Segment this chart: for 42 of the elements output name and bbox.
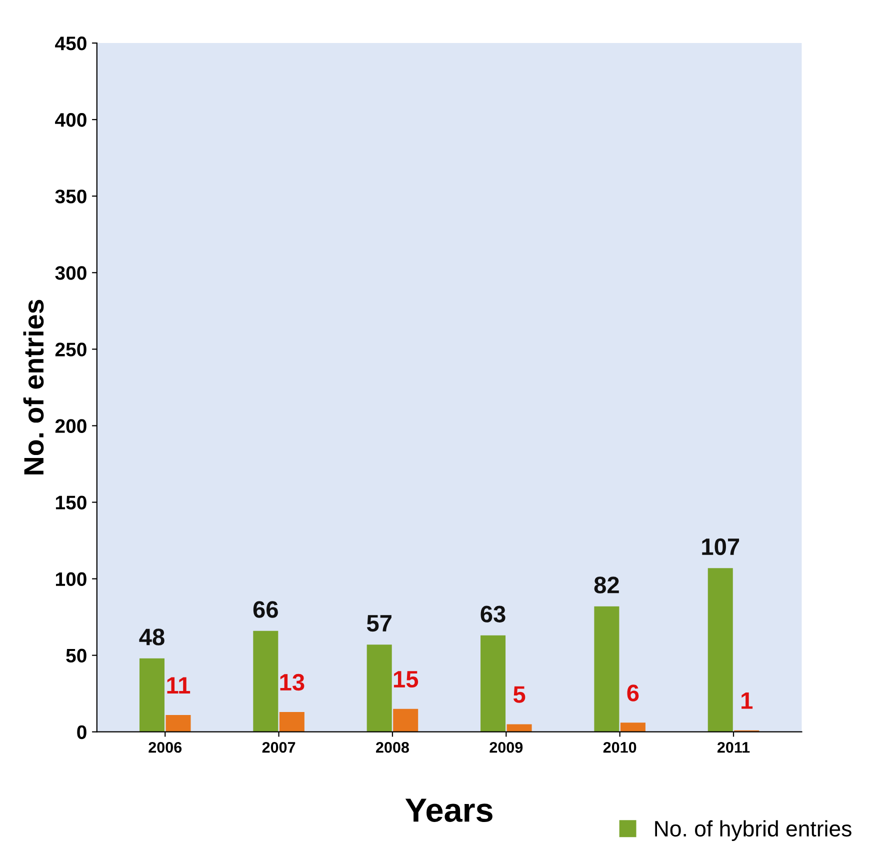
bar: [393, 708, 418, 732]
x-axis-title: Years: [405, 798, 492, 822]
bar: [480, 635, 506, 732]
data-label: 11: [167, 677, 190, 694]
x-tick-label: 2008: [376, 742, 409, 753]
legend-label: No. of hybrid entries: [655, 820, 852, 841]
x-tick-label: 2010: [603, 742, 636, 753]
data-label: 48: [139, 628, 164, 646]
y-tick-label: 150: [56, 496, 86, 510]
data-label: 82: [594, 576, 619, 594]
bar: [279, 712, 304, 732]
y-tick-label: 50: [66, 648, 86, 663]
x-tick-label: 2009: [490, 742, 523, 753]
bar: [366, 644, 392, 732]
y-tick-label: 0: [77, 725, 86, 740]
y-tick-label: 450: [55, 36, 86, 50]
y-axis-title: No. of entries: [23, 300, 44, 474]
x-tick-label: 2006: [148, 742, 182, 753]
y-tick-label: 100: [56, 572, 86, 586]
bar: [506, 724, 532, 732]
x-tick-label: 2011: [717, 742, 750, 753]
bar: [166, 715, 191, 732]
bar: [708, 568, 733, 732]
data-label: 66: [253, 601, 278, 618]
y-tick-label: 400: [55, 113, 86, 127]
bar: [253, 630, 278, 732]
y-tick-label: 250: [55, 342, 86, 356]
bar: [620, 722, 646, 732]
data-label: 13: [280, 674, 304, 691]
bar: [139, 658, 164, 732]
data-label: 1: [742, 692, 753, 709]
data-label: 107: [702, 538, 740, 556]
data-label: 6: [627, 684, 639, 702]
data-label: 5: [513, 686, 526, 703]
y-tick-label: 200: [55, 419, 86, 433]
y-tick-label: 300: [55, 266, 86, 280]
data-label: 63: [480, 606, 506, 622]
y-tick-label: 350: [55, 190, 86, 204]
bar: [594, 606, 620, 732]
data-label: 15: [394, 671, 418, 688]
data-label: 57: [366, 615, 392, 632]
x-tick-label: 2007: [262, 742, 296, 753]
